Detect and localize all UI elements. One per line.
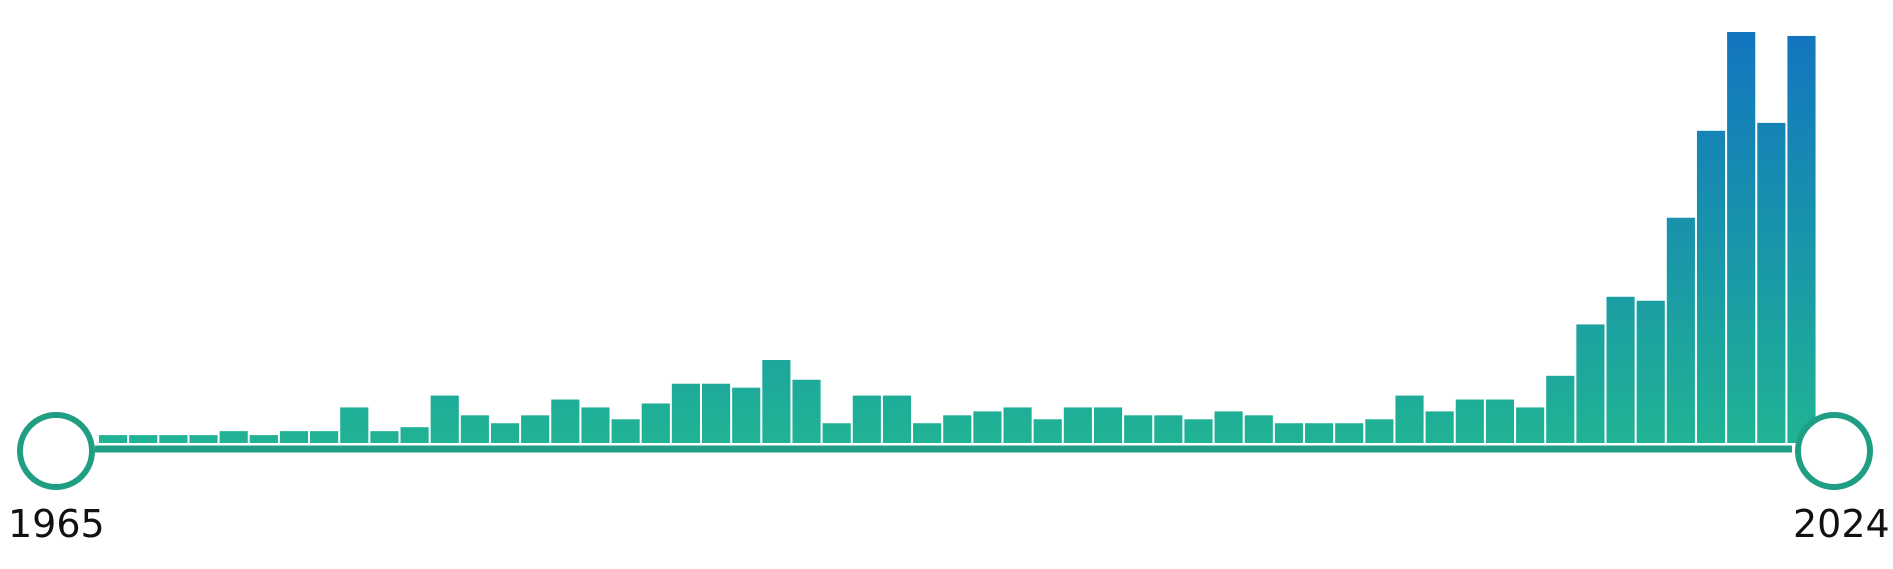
histogram-bar-1983: [611, 419, 640, 443]
histogram-bar-2001: [1154, 415, 1183, 443]
range-handle-start[interactable]: [17, 412, 95, 490]
histogram-bar-2010: [1425, 411, 1454, 443]
histogram-bar-2022: [1787, 35, 1816, 443]
histogram-bar-1981: [551, 399, 580, 443]
range-end-label: 2024: [1793, 502, 1890, 546]
histogram-bar-1973: [310, 431, 339, 443]
range-start-label: 1965: [8, 502, 105, 546]
histogram-bar-2004: [1244, 415, 1273, 443]
histogram-bar-2012: [1485, 399, 1515, 443]
histogram-bar-1976: [400, 427, 429, 443]
histogram-bar-1991: [852, 395, 881, 443]
histogram-bar-2020: [1727, 32, 1756, 443]
histogram-bar-1994: [943, 415, 972, 443]
histogram-bar-2011: [1455, 399, 1484, 443]
histogram-bar-2021: [1757, 122, 1786, 443]
histogram-bar-1982: [581, 407, 610, 443]
histogram-bar-1989: [792, 379, 821, 443]
histogram-bar-1980: [521, 415, 550, 443]
histogram-bars: [99, 32, 1816, 444]
histogram-bar-1998: [1063, 407, 1092, 443]
histogram-bar-2016: [1606, 296, 1635, 443]
histogram-bar-1972: [279, 431, 309, 443]
histogram-bar-1968: [159, 435, 188, 443]
histogram-bar-1993: [913, 423, 942, 443]
histogram-bar-1985: [671, 383, 700, 443]
histogram-bar-2002: [1184, 419, 1213, 443]
histogram-bar-1977: [430, 395, 459, 443]
histogram-bar-1996: [1003, 407, 1032, 443]
histogram-bar-2008: [1365, 419, 1394, 443]
histogram-bar-2007: [1335, 423, 1364, 443]
histogram-bar-2005: [1274, 423, 1303, 443]
histogram-bar-1987: [732, 387, 761, 443]
histogram-bar-1992: [882, 395, 912, 443]
histogram-bar-1997: [1033, 419, 1062, 443]
histogram-bar-1966: [99, 435, 128, 443]
histogram-bar-1979: [490, 423, 520, 443]
histogram-bar-1971: [249, 435, 278, 443]
histogram-bar-2014: [1546, 375, 1575, 443]
histogram-bar-1967: [129, 435, 158, 443]
histogram-bar-1995: [973, 411, 1002, 443]
histogram-bar-1988: [762, 360, 791, 443]
histogram-bar-2009: [1395, 395, 1424, 443]
histogram-bar-2019: [1696, 130, 1726, 444]
histogram-bar-1969: [189, 435, 218, 443]
histogram-bar-1975: [370, 431, 399, 443]
histogram-bar-2018: [1666, 217, 1695, 443]
histogram-bar-2013: [1516, 407, 1545, 443]
histogram-bar-1986: [702, 383, 731, 443]
histogram-bar-1978: [460, 415, 489, 443]
range-handle-end[interactable]: [1795, 412, 1873, 490]
histogram-bar-2003: [1214, 411, 1243, 443]
histogram-bar-1974: [340, 407, 369, 443]
histogram-bar-1984: [641, 403, 670, 443]
histogram-bar-2000: [1124, 415, 1153, 443]
histogram-bar-2017: [1636, 300, 1665, 443]
histogram-bar-2015: [1576, 324, 1605, 443]
histogram-bar-2006: [1305, 423, 1334, 443]
histogram-bar-1990: [822, 423, 851, 443]
histogram-bar-1999: [1093, 407, 1123, 443]
histogram-bar-1970: [219, 431, 248, 443]
